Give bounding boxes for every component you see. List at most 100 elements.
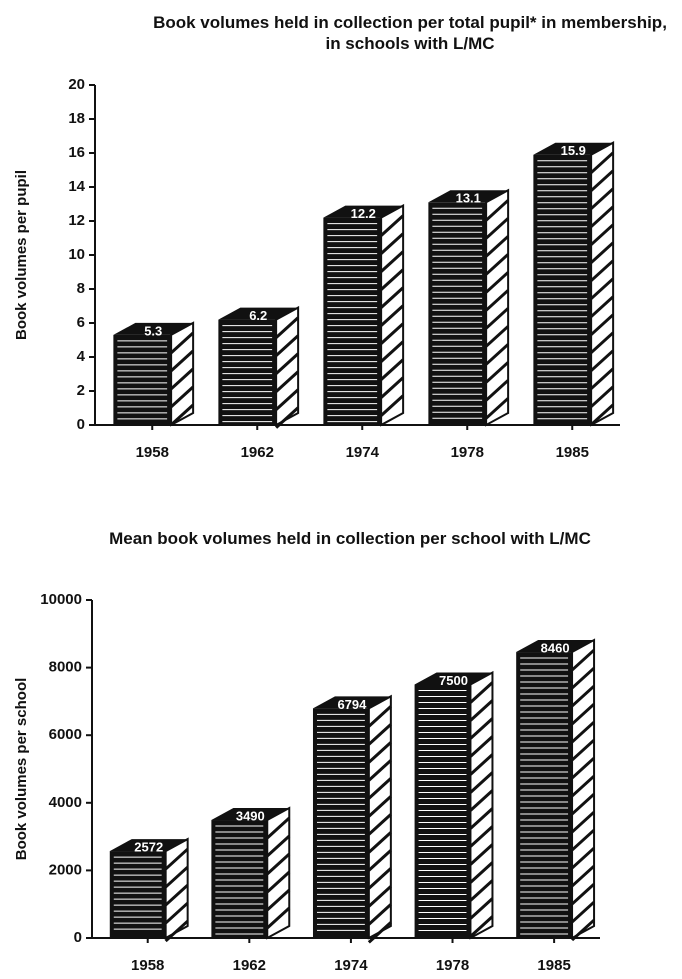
bar-group: 8460: [516, 638, 596, 942]
bar-side-stripe: [571, 738, 596, 762]
bar-side-stripe: [469, 753, 494, 776]
bar-side-stripe: [485, 253, 510, 276]
bar-side-stripe: [164, 901, 189, 925]
bar-side-stripe: [469, 699, 494, 722]
bar-side-stripe: [590, 403, 615, 426]
bar-side-stripe: [367, 885, 392, 908]
bar-group: 5.3: [113, 321, 195, 427]
bar-side-stripe: [469, 735, 494, 758]
bar-side-stripe: [469, 717, 494, 740]
bar-top: [414, 672, 493, 685]
bar-side-stripe: [275, 352, 300, 375]
bar-side-stripe: [590, 151, 615, 174]
bar-top: [533, 142, 614, 155]
y-tick-label: 4000: [49, 794, 82, 811]
bar-side-stripe: [485, 289, 510, 312]
value-label: 8460: [541, 640, 570, 655]
bar-side-stripe: [164, 919, 189, 943]
y-tick-label: 14: [68, 178, 85, 195]
bar-side-stripe: [380, 250, 405, 273]
bar-side-stripe: [485, 397, 510, 420]
y-tick-label: 16: [68, 144, 85, 161]
x-tick-label: 1962: [233, 957, 266, 974]
bar-group: 6794: [312, 694, 392, 944]
bar-side-stripe: [590, 349, 615, 372]
bar: [414, 684, 471, 938]
bar-group: 12.2: [323, 203, 405, 427]
bar-side-stripe: [380, 322, 405, 345]
bar: [533, 154, 592, 425]
bar-side-stripe: [380, 232, 405, 255]
y-tick-label: 8000: [49, 659, 82, 676]
x-tick-label: 1962: [241, 444, 274, 461]
bar-side-stripe: [485, 343, 510, 366]
y-axis-label: Book volumes per pupil: [13, 170, 30, 340]
bar-side-stripe: [367, 813, 392, 836]
bar-side-stripe: [380, 268, 405, 291]
bar-side-stripe: [571, 846, 596, 870]
bar-side-stripe: [590, 241, 615, 264]
bar-side-stripe: [266, 834, 291, 858]
x-tick-label: 1978: [451, 444, 484, 461]
bar-side-stripe: [469, 915, 494, 938]
bar-side-stripe: [367, 867, 392, 890]
bar-side-stripe: [380, 376, 405, 399]
bar-side-stripe: [571, 918, 596, 942]
bar-side-stripe: [275, 406, 300, 429]
y-tick-label: 6: [77, 314, 85, 331]
bar-side-stripe: [469, 771, 494, 794]
bar-side-stripe: [485, 271, 510, 294]
bar-side-stripe: [485, 325, 510, 348]
bar-side-stripe: [571, 864, 596, 888]
bar-side-stripe: [485, 307, 510, 330]
bar-side: [590, 141, 615, 427]
bar-side-stripe: [380, 340, 405, 363]
bar-side-stripe: [485, 361, 510, 384]
x-tick-label: 1974: [346, 444, 380, 461]
bar-side-stripe: [469, 879, 494, 902]
bar-side-stripe: [571, 666, 596, 690]
bar-side-stripe: [170, 349, 195, 373]
bar-side-stripe: [367, 723, 392, 746]
y-tick-label: 0: [77, 416, 85, 433]
bar-side-stripe: [380, 304, 405, 327]
bar-side-stripe: [571, 720, 596, 744]
y-tick-label: 6000: [49, 726, 82, 743]
bar: [428, 202, 487, 425]
bar-group: 3490: [211, 806, 291, 940]
chart-title: Book volumes held in collection per tota…: [153, 13, 667, 53]
bar-side-stripe: [571, 810, 596, 834]
bar-side-stripe: [590, 331, 615, 354]
y-tick-label: 20: [68, 76, 85, 93]
bar-side-stripe: [170, 367, 195, 391]
y-tick-label: 2: [77, 382, 85, 399]
bar-group: 6.2: [218, 305, 300, 429]
bar-side-stripe: [469, 807, 494, 830]
x-tick-label: 1958: [131, 957, 164, 974]
bar-side-stripe: [571, 648, 596, 672]
bar-group: 7500: [414, 670, 494, 940]
bar-side-stripe: [367, 849, 392, 872]
bar-side-stripe: [275, 370, 300, 393]
bar-side-stripe: [485, 379, 510, 402]
bar-side-stripe: [571, 756, 596, 780]
bar-group: 13.1: [428, 188, 510, 427]
value-label: 7500: [439, 673, 468, 688]
value-label: 13.1: [456, 191, 481, 206]
y-tick-label: 10: [68, 246, 85, 263]
bar: [312, 708, 369, 938]
bar-side-stripe: [380, 214, 405, 237]
bar-side-stripe: [469, 825, 494, 848]
bar-side-stripe: [266, 816, 291, 840]
bar-side-stripe: [367, 795, 392, 818]
bar-side-stripe: [380, 286, 405, 309]
bar-side-stripe: [170, 331, 195, 355]
title-box: Book volumes held in collection per tota…: [153, 13, 667, 53]
bar-side-stripe: [469, 843, 494, 866]
bar-side-stripe: [469, 789, 494, 812]
y-tick-label: 18: [68, 110, 85, 127]
chart-title: Mean book volumes held in collection per…: [109, 529, 591, 548]
value-label: 3490: [236, 808, 265, 823]
value-label: 5.3: [144, 323, 162, 338]
